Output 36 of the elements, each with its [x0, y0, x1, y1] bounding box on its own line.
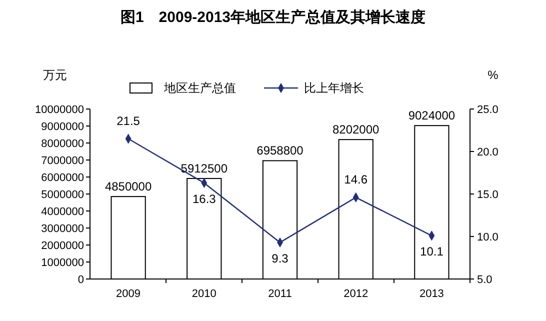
y-tick-label: 1000000 [41, 257, 84, 269]
y-tick-label: 0 [78, 274, 84, 286]
y-axis-title: 万元 [43, 68, 67, 82]
x-tick-label: 2012 [344, 288, 368, 300]
data-label: 9.3 [272, 251, 289, 266]
x-tick-label: 2011 [268, 288, 292, 300]
y-tick-label: 9000000 [41, 121, 84, 133]
y-tick-label: 7000000 [41, 155, 84, 167]
data-label: 10.1 [420, 244, 444, 259]
data-label: 6958800 [256, 144, 304, 158]
y2-tick-label: 20.0 [477, 146, 498, 158]
data-label: 4850000 [104, 180, 152, 194]
data-label: 9024000 [408, 108, 456, 123]
y-tick-label: 5000000 [41, 189, 84, 201]
y2-tick-label: 25.0 [477, 104, 498, 116]
data-label: 5912500 [180, 161, 228, 176]
y2-axis-title: % [488, 68, 499, 82]
data-label: 8202000 [332, 122, 380, 137]
y-tick-label: 3000000 [41, 223, 84, 235]
x-tick-label: 2010 [192, 288, 216, 300]
y-tick-label: 8000000 [41, 138, 84, 150]
y2-tick-label: 10.0 [477, 232, 498, 244]
y2-tick-label: 15.0 [477, 189, 498, 201]
y-tick-label: 4000000 [41, 206, 84, 218]
y2-tick-label: 5.0 [477, 274, 492, 286]
y-tick-label: 2000000 [41, 240, 84, 252]
x-tick-label: 2013 [419, 288, 444, 300]
data-label: 21.5 [116, 114, 140, 128]
data-label: 14.6 [344, 172, 368, 186]
y-tick-label: 10000000 [35, 104, 84, 116]
y-tick-label: 6000000 [41, 172, 84, 184]
x-tick-label: 2009 [116, 288, 141, 300]
data-label: 16.3 [192, 192, 216, 206]
chart-title: 图1 2009-2013年地区生产总值及其增长速度 [120, 8, 426, 26]
legend-label: 地区生产总值 [163, 81, 236, 95]
legend-label: 比上年增长 [304, 81, 364, 95]
